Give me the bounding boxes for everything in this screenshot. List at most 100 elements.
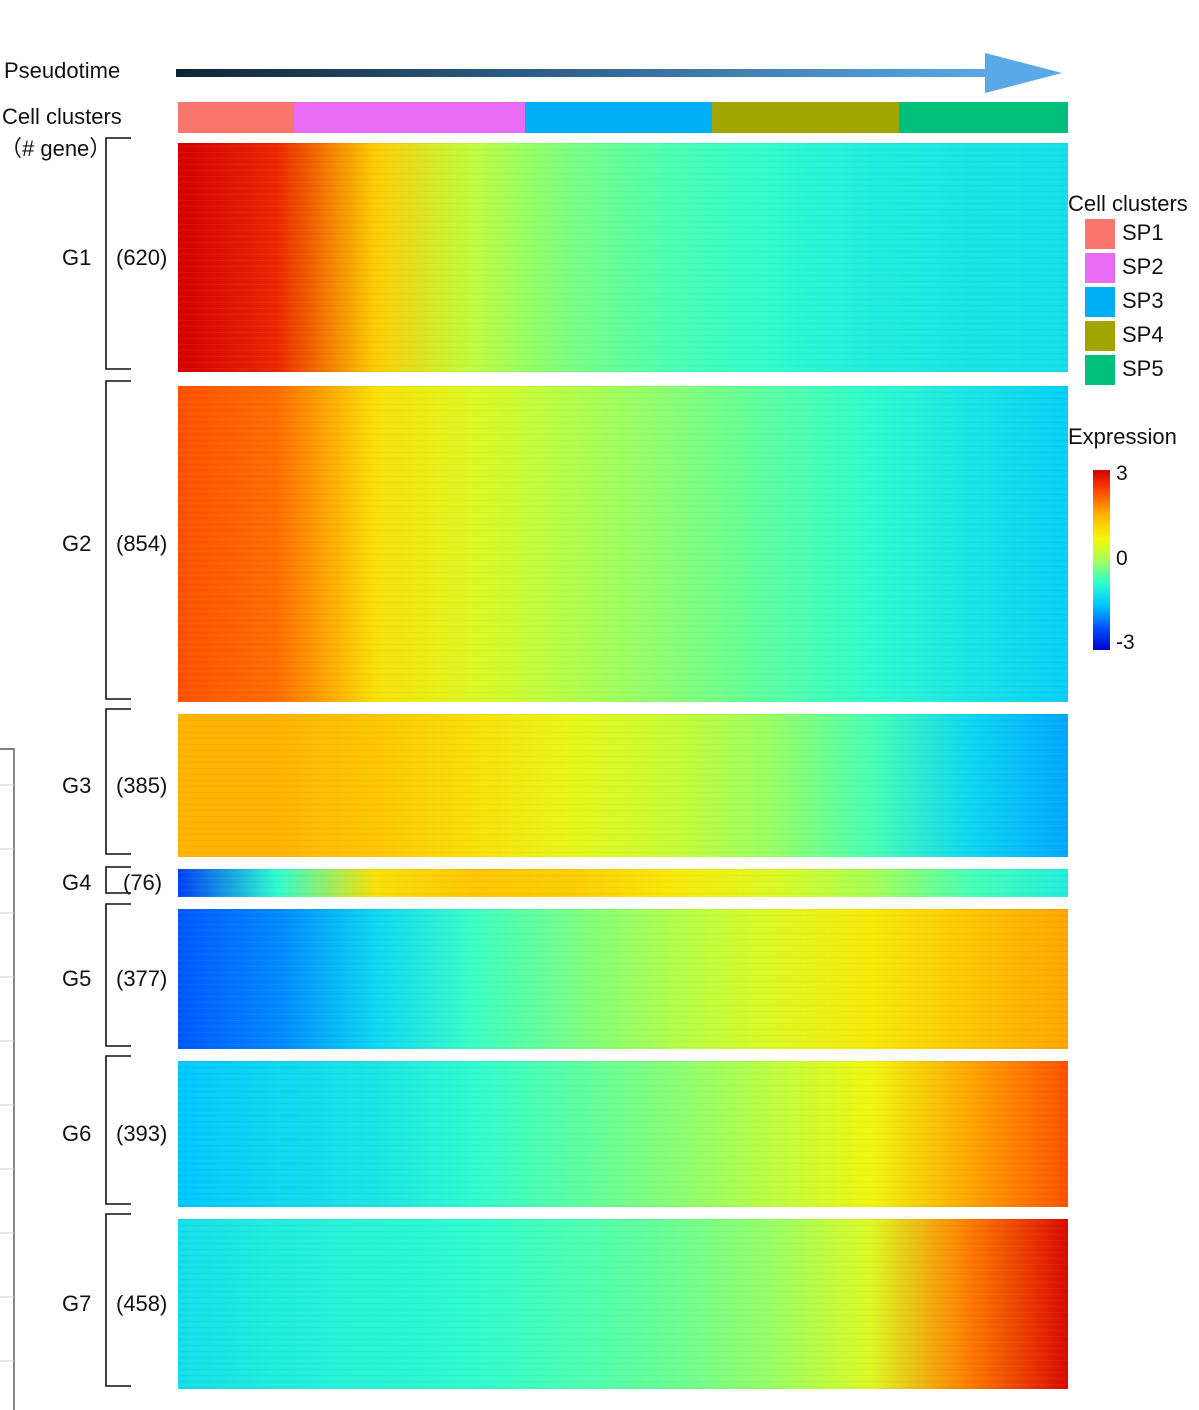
- heatmap-row-texture: [178, 491, 1068, 492]
- heatmap-row-texture: [178, 188, 1068, 189]
- heatmap-row-texture: [178, 683, 1068, 684]
- heatmap-row-texture: [178, 617, 1068, 618]
- cluster-segment-sp5: [898, 102, 1068, 133]
- heatmap-block-g2: [178, 386, 1068, 702]
- heatmap-row-texture: [178, 425, 1068, 426]
- heatmap-row-texture: [178, 954, 1068, 955]
- heatmap-row-texture: [178, 332, 1068, 333]
- heatmap-row-texture: [178, 224, 1068, 225]
- heatmap-row-texture: [178, 665, 1068, 666]
- gene-group-name-g3: G3: [62, 772, 92, 798]
- heatmap-row-texture: [178, 449, 1068, 450]
- heatmap-row-texture: [178, 1026, 1068, 1027]
- heatmap-fill-g6: [178, 1061, 1068, 1207]
- heatmap-row-texture: [178, 461, 1068, 462]
- heatmap-row-texture: [178, 1372, 1068, 1373]
- gene-count-label: （# gene）: [0, 136, 112, 161]
- heatmap-row-texture: [178, 759, 1068, 760]
- heatmap-row-texture: [178, 1136, 1068, 1137]
- cell-clusters-label: Cell clusters: [2, 104, 122, 129]
- heatmap-row-texture: [178, 1228, 1068, 1229]
- heatmap-row-texture: [178, 765, 1068, 766]
- gene-group-name-g7: G7: [62, 1291, 92, 1316]
- heatmap-row-texture: [178, 242, 1068, 243]
- heatmap-row-texture: [178, 1076, 1068, 1077]
- heatmap-row-texture: [178, 1154, 1068, 1155]
- cluster-segment-sp2: [293, 102, 526, 133]
- heatmap-row-texture: [178, 368, 1068, 369]
- heatmap-row-texture: [178, 783, 1068, 784]
- heatmap-row-texture: [178, 533, 1068, 534]
- heatmap-row-texture: [178, 467, 1068, 468]
- heatmap-row-texture: [178, 771, 1068, 772]
- heatmap-row-texture: [178, 437, 1068, 438]
- heatmap-row-texture: [178, 1306, 1068, 1307]
- heatmap-row-texture: [178, 272, 1068, 273]
- heatmap-row-texture: [178, 629, 1068, 630]
- legend-cluster-title: Cell clusters: [1068, 191, 1188, 216]
- cluster-segment-sp1: [178, 102, 295, 133]
- heatmap-row-texture: [178, 1178, 1068, 1179]
- heatmap-row-texture: [178, 248, 1068, 249]
- heatmap-row-texture: [178, 1094, 1068, 1095]
- legend-swatch-sp1: [1085, 219, 1115, 249]
- legend-label-sp2: SP2: [1122, 254, 1164, 279]
- bracket-g6: [105, 1055, 131, 1205]
- heatmap-row-texture: [178, 1190, 1068, 1191]
- heatmap-row-texture: [178, 344, 1068, 345]
- heatmap-row-texture: [178, 795, 1068, 796]
- heatmap-row-texture: [178, 723, 1068, 724]
- heatmap-row-texture: [178, 813, 1068, 814]
- heatmap-row-texture: [178, 789, 1068, 790]
- heatmap-fill-g1: [178, 143, 1068, 372]
- heatmap-row-texture: [178, 1008, 1068, 1009]
- heatmap-row-texture: [178, 212, 1068, 213]
- heatmap-row-texture: [178, 1124, 1068, 1125]
- heatmap-row-texture: [178, 326, 1068, 327]
- heatmap-row-texture: [178, 801, 1068, 802]
- heatmap-row-texture: [178, 485, 1068, 486]
- heatmap-row-texture: [178, 350, 1068, 351]
- heatmap-row-texture: [178, 831, 1068, 832]
- heatmap-row-texture: [178, 972, 1068, 973]
- bracket-g7: [105, 1213, 131, 1387]
- heatmap-row-texture: [178, 753, 1068, 754]
- heatmap-row-texture: [178, 647, 1068, 648]
- heatmap-row-texture: [178, 960, 1068, 961]
- heatmap-row-texture: [178, 1312, 1068, 1313]
- heatmap-row-texture: [178, 1088, 1068, 1089]
- gene-group-count-g5: (377): [116, 966, 168, 991]
- colorbar-max-label: 3: [1116, 462, 1128, 485]
- heatmap-row-texture: [178, 653, 1068, 654]
- legend-swatch-sp5: [1085, 355, 1115, 385]
- bracket-g3: [105, 708, 131, 855]
- gene-group-count-g4: (76): [123, 870, 163, 895]
- colorbar-min-label: -3: [1116, 631, 1135, 654]
- heatmap-row-texture: [178, 966, 1068, 967]
- heatmap-row-texture: [178, 884, 1068, 885]
- heatmap-row-texture: [178, 581, 1068, 582]
- heatmap-row-texture: [178, 1360, 1068, 1361]
- heatmap-row-texture: [178, 296, 1068, 297]
- heatmap-row-texture: [178, 1064, 1068, 1065]
- heatmap-row-texture: [178, 557, 1068, 558]
- heatmap-row-texture: [178, 936, 1068, 937]
- heatmap-row-texture: [178, 401, 1068, 402]
- heatmap-row-texture: [178, 729, 1068, 730]
- heatmap-row-texture: [178, 587, 1068, 588]
- heatmap-row-texture: [178, 896, 1068, 897]
- heatmap-row-texture: [178, 389, 1068, 390]
- heatmap-row-texture: [178, 659, 1068, 660]
- heatmap-row-texture: [178, 362, 1068, 363]
- heatmap-row-texture: [178, 701, 1068, 702]
- heatmap-row-texture: [178, 236, 1068, 237]
- heatmap-row-texture: [178, 978, 1068, 979]
- heatmap-fill-g2: [178, 386, 1068, 702]
- heatmap-row-texture: [178, 308, 1068, 309]
- heatmap-row-texture: [178, 1106, 1068, 1107]
- heatmap-row-texture: [178, 503, 1068, 504]
- heatmap-row-texture: [178, 230, 1068, 231]
- heatmap-row-texture: [178, 1378, 1068, 1379]
- heatmap-row-texture: [178, 200, 1068, 201]
